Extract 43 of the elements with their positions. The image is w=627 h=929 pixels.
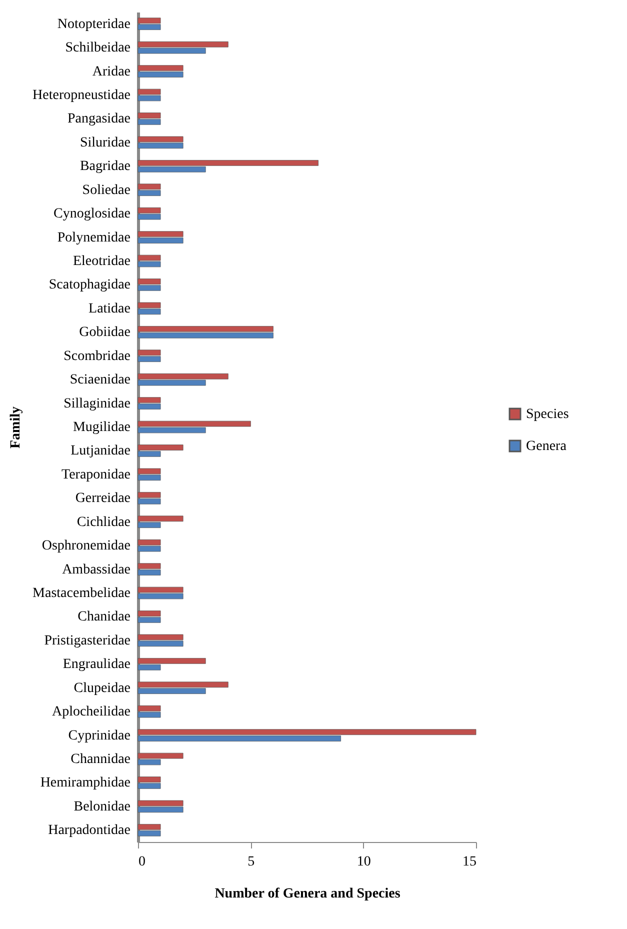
x-tick-label: 10 [356,854,371,870]
legend-label: Species [526,407,569,422]
y-tick-label: Mugilidae [72,420,130,435]
legend-label: Genera [526,439,568,454]
x-axis-title: Number of Genera and Species [214,886,401,902]
x-tick-label: 15 [462,854,476,870]
y-tick-label: Cichlidae [76,514,130,530]
y-tick-label: Aridae [92,64,130,80]
y-tick-label: Notopteridae [57,16,130,32]
y-tick-label: Gerreidae [75,491,130,506]
y-tick-label: Chanidae [78,610,130,625]
y-tick-label: Soliedae [82,182,130,198]
y-tick-label: Clupeidae [74,680,130,696]
y-tick-label: Aplocheilidae [52,704,130,720]
y-tick-label: Polynemidae [57,230,130,246]
y-tick-label: Heteropneustidae [32,88,130,103]
y-tick-label: Gobiidae [79,325,130,340]
x-tick-label: 5 [248,854,255,870]
y-tick-label: Osphronemidae [42,538,130,554]
y-axis-title: Family [8,406,24,448]
y-tick-label: Schilbeidae [65,40,130,56]
y-tick-label: Eleotridae [72,254,130,269]
y-tick-label: Pristigasteridae [44,633,130,648]
y-tick-label: Harpadontidae [48,823,130,838]
y-tick-label: Belonidae [74,799,130,814]
y-tick-label: Sciaenidae [70,372,130,388]
y-tick-label: Channidae [70,752,130,767]
y-tick-label: Sillaginidae [64,396,130,412]
y-tick-label: Cynoglosidae [54,206,130,222]
y-tick-label: Mastacembelidae [32,586,130,601]
y-tick-label: Scatophagidae [48,278,130,293]
y-tick-label: Teraponidae [62,467,130,482]
y-tick-label: Latidae [88,301,130,316]
y-tick-label: Siluridae [80,135,130,150]
y-tick-label: Lutjanidae [70,444,130,459]
y-tick-label: Pangasidae [68,112,130,127]
y-tick-label: Hemiramphidae [40,776,130,791]
y-tick-label: Bagridae [80,159,130,174]
y-tick-label: Cyprinidae [68,728,130,744]
x-tick-label: 0 [138,854,146,870]
y-tick-label: Scombridae [64,348,130,364]
y-tick-label: Engraulidae [62,657,130,672]
y-tick-label: Ambassidae [62,562,130,578]
